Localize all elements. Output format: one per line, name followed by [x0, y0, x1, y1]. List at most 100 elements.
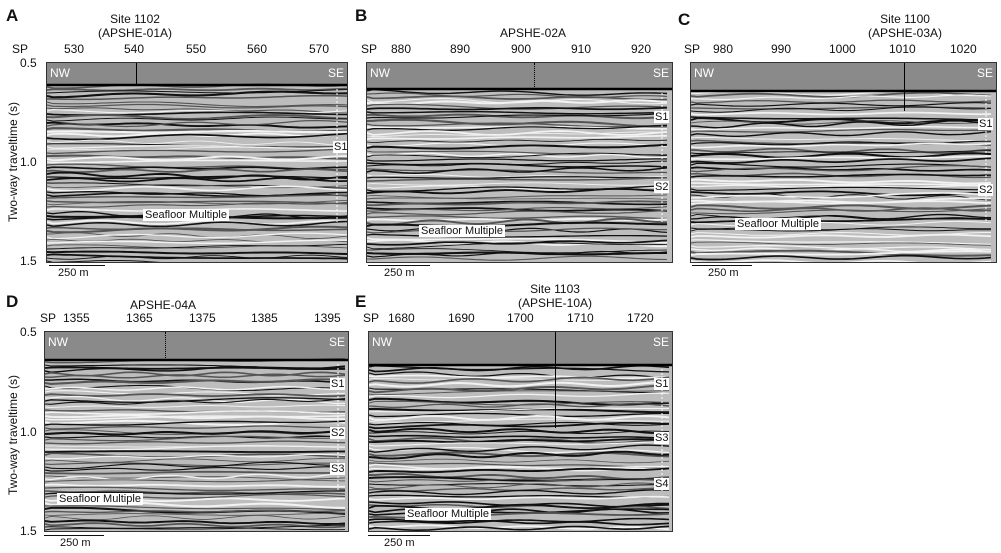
reflector-line	[691, 259, 992, 262]
sp-tick-e-4: 1710	[567, 311, 594, 325]
reflector-line	[47, 103, 347, 109]
site-label-a: Site 1102 (APSHE-01A)	[98, 12, 173, 40]
direction-right-b: SE	[652, 66, 669, 80]
y-tick-a-3: 1.5	[20, 254, 37, 268]
reflector-line	[691, 254, 992, 261]
sp-tick-a-4: 560	[247, 42, 268, 56]
reflector-line	[367, 152, 668, 159]
reflector-line	[367, 194, 668, 200]
reflector-line	[367, 200, 668, 207]
reflector-line	[369, 465, 669, 471]
reflector-line	[47, 107, 347, 113]
reflector-line	[47, 132, 347, 141]
reflector-line	[45, 404, 346, 408]
reflector-line	[47, 191, 347, 198]
reflector-line	[45, 397, 346, 403]
reflector-line	[691, 173, 992, 178]
sp-tick-b-3: 900	[511, 42, 532, 56]
reflector-line	[369, 390, 670, 396]
reflector-line	[367, 206, 668, 212]
reflector-line	[369, 392, 670, 399]
sp-tick-b-2: 890	[450, 42, 471, 56]
reflector-line	[367, 250, 668, 258]
reflectors-d	[45, 358, 348, 531]
reflector-line	[47, 253, 347, 260]
scale-bar-d	[44, 535, 104, 536]
reflector-line	[369, 421, 670, 430]
reflector-line	[47, 154, 347, 160]
reflectors-c	[691, 89, 996, 262]
reflector-line	[45, 425, 346, 430]
scale-label-b: 250 m	[384, 267, 415, 279]
water-column-d	[45, 332, 348, 360]
reflector-line	[369, 402, 670, 409]
reflector-line	[47, 219, 347, 226]
reflector-line	[691, 208, 992, 215]
reflector-line	[45, 429, 346, 436]
reflector-line	[367, 239, 668, 246]
reflector-line	[367, 152, 668, 159]
direction-left-b: NW	[370, 66, 390, 80]
reflector-line	[45, 457, 346, 463]
reflector-line	[369, 482, 670, 490]
reflector-line	[691, 130, 992, 138]
reflector-line	[691, 94, 992, 101]
reflector-line	[47, 254, 347, 260]
reflector-line	[47, 175, 347, 179]
reflector-line	[47, 155, 347, 162]
site-marker-e	[555, 332, 556, 428]
reflector-line	[691, 164, 992, 173]
seismic-section-a: NW SE S1 Seafloor Multiple	[46, 62, 348, 263]
reflector-line	[47, 114, 347, 120]
reflector-line	[45, 364, 345, 369]
sp-tick-e-5: 1720	[627, 311, 654, 325]
reflector-line	[369, 458, 670, 464]
reflector-line	[367, 182, 668, 186]
reflector-line	[691, 197, 992, 205]
reflectors-a	[47, 83, 347, 262]
seismic-section-e: NW SE S1 S3 S4 Seafloor Multiple	[368, 331, 673, 532]
site-label-c: Site 1100 (APSHE-03A)	[868, 12, 943, 40]
reflector-line	[45, 461, 346, 470]
sp-tick-a-1: 530	[64, 42, 85, 56]
reflector-line	[691, 150, 991, 154]
sp-tick-d-5: 1395	[314, 311, 341, 325]
reflector-line	[367, 92, 668, 99]
sp-tick-b-1: 880	[391, 42, 412, 56]
y-axis-label-bottom: Two-way traveltime (s)	[6, 374, 20, 495]
direction-right-a: SE	[327, 66, 344, 80]
reflector-line	[369, 462, 670, 468]
unit-label-c-2: S2	[978, 184, 994, 196]
reflector-line	[45, 524, 346, 531]
reflector-line	[45, 526, 346, 531]
sp-label-c: SP	[684, 42, 701, 56]
site-label-b: APSHE-02A	[500, 26, 567, 40]
reflector-line	[367, 135, 667, 140]
panel-label-e: E	[355, 292, 367, 311]
reflector-line	[691, 247, 992, 253]
site-label-d: APSHE-04A	[130, 298, 197, 312]
reflector-line	[691, 99, 992, 104]
scale-label-a: 250 m	[58, 267, 89, 279]
reflector-line	[369, 407, 670, 413]
sp-tick-b-4: 910	[571, 42, 592, 56]
reflector-line	[45, 490, 345, 495]
reflector-line	[45, 470, 346, 475]
reflector-line	[47, 139, 347, 146]
reflector-line	[45, 435, 346, 442]
unit-label-b-1: S1	[654, 111, 670, 123]
sp-label-d: SP	[40, 311, 57, 325]
site-marker-a	[136, 63, 137, 85]
reflector-line	[45, 450, 346, 453]
reflector-line	[369, 467, 670, 474]
reflector-line	[47, 232, 347, 240]
reflector-line	[47, 239, 347, 245]
reflector-line	[367, 88, 668, 96]
reflector-line	[47, 185, 347, 192]
reflector-line	[691, 106, 992, 113]
sp-label-e: SP	[363, 311, 380, 325]
reflector-line	[367, 217, 668, 226]
reflector-line	[691, 142, 992, 149]
reflector-line	[369, 440, 670, 447]
site-marker-d	[165, 332, 166, 360]
